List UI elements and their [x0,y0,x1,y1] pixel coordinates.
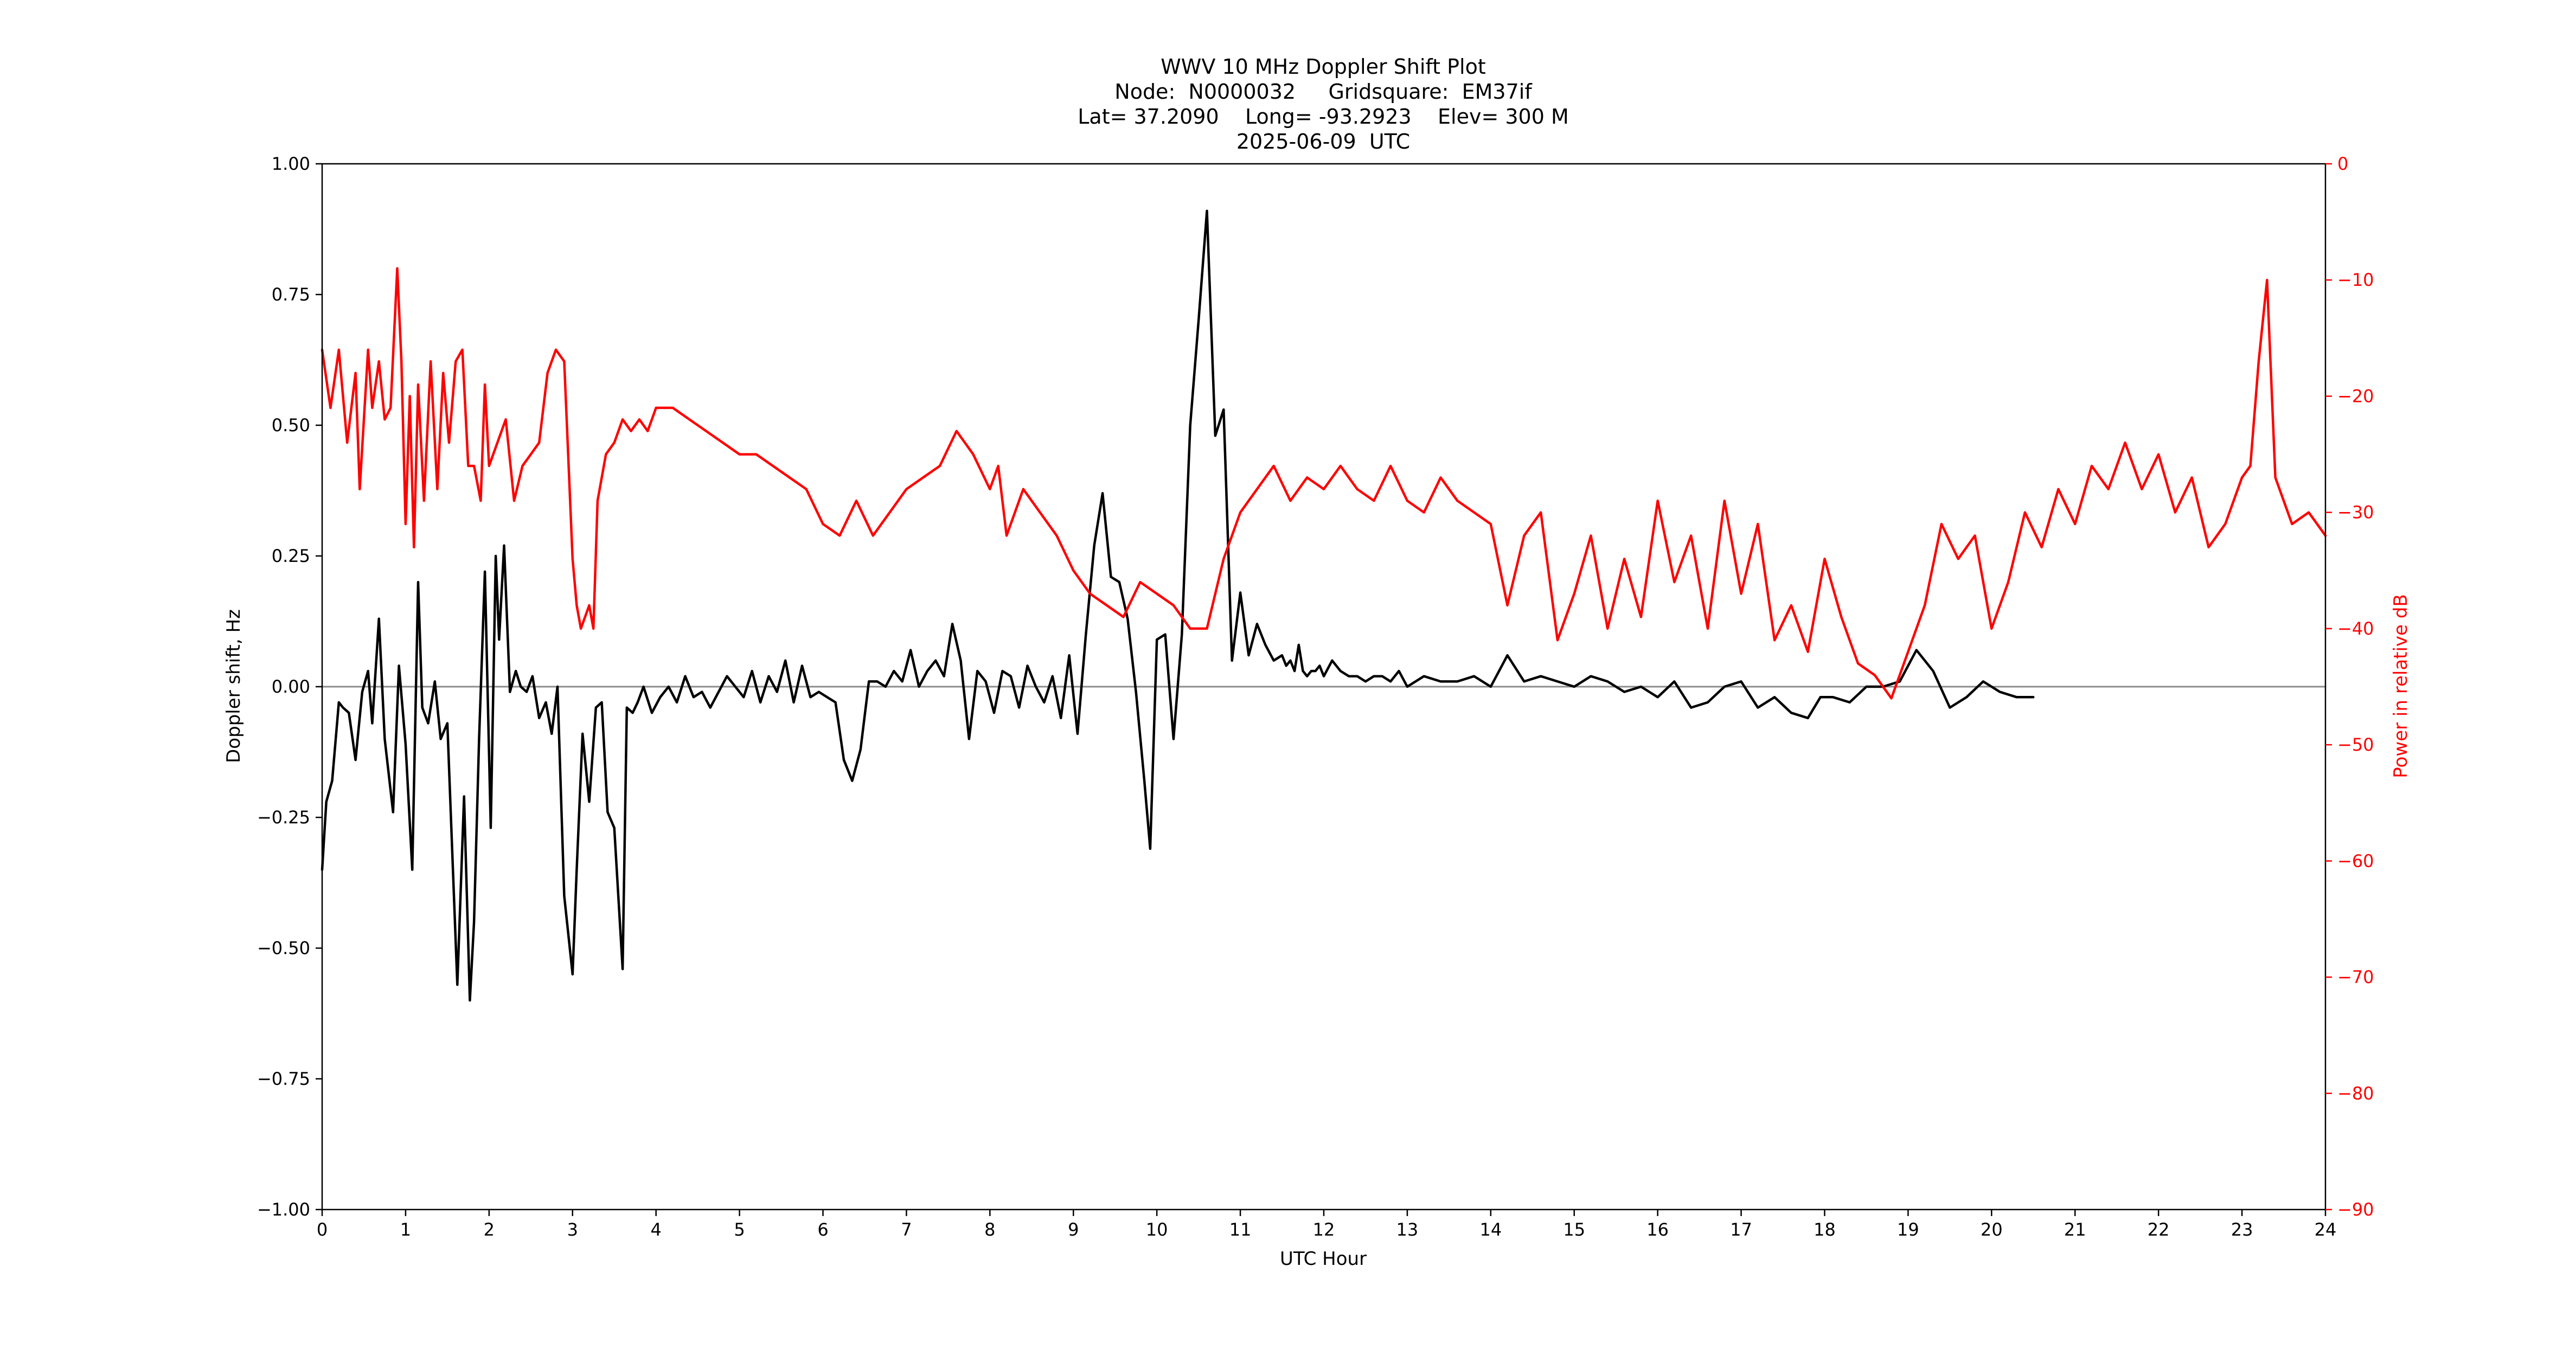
y2-tick-label: −50 [2337,734,2374,755]
y2-tick-label: 0 [2337,153,2348,174]
chart-subtitle-location: Lat= 37.2090 Long= -93.2923 Elev= 300 M [1078,105,1569,129]
y2-tick-label: −80 [2337,1083,2374,1104]
x-tick-label: 23 [2231,1219,2253,1240]
x-tick-label: 10 [1146,1219,1168,1240]
y-axis-left-ticks: −1.00 −0.75 −0.50 −0.25 0.00 0.25 0.50 0.75 1.00 [257,153,322,1220]
y-axis-right-ticks: −90 −80 −70 −60 −50 −40 −30 −20 −10 0 [2325,153,2374,1220]
x-tick-label: 13 [1396,1219,1419,1240]
y2-tick-label: −90 [2337,1199,2374,1220]
x-tick-label: 11 [1229,1219,1252,1240]
doppler-series-line [321,209,2035,1002]
y-tick-label: −0.25 [257,807,310,828]
x-axis-ticks: 0 1 2 3 4 5 6 7 8 9 10 11 12 13 14 15 16 17 18 19 20 21 22 23 24 [317,1210,2337,1240]
x-tick-label: 22 [2148,1219,2170,1240]
y-tick-label: 0.00 [272,676,310,697]
x-tick-label: 18 [1814,1219,1836,1240]
chart-subtitle-date: 2025-06-09 UTC [1236,130,1410,153]
y2-tick-label: −60 [2337,850,2374,871]
x-tick-label: 17 [1730,1219,1752,1240]
x-tick-label: 20 [1981,1219,2003,1240]
x-tick-label: 4 [650,1219,661,1240]
y-axis-left-label: Doppler shift, Hz [223,609,245,763]
x-axis-label: UTC Hour [1280,1248,1367,1270]
x-tick-label: 0 [317,1219,328,1240]
x-tick-label: 19 [1897,1219,1919,1240]
y-tick-label: 1.00 [272,153,310,174]
y2-tick-label: −70 [2337,967,2374,988]
x-tick-label: 12 [1313,1219,1335,1240]
chart-subtitle-node: Node: N0000032 Gridsquare: EM37if [1114,80,1533,104]
y-axis-right-label: Power in relative dB [2390,594,2412,778]
x-tick-label: 21 [2064,1219,2086,1240]
x-tick-label: 6 [817,1219,828,1240]
x-tick-label: 24 [2315,1219,2337,1240]
y2-tick-label: −20 [2337,386,2374,406]
y-tick-label: 0.75 [272,284,310,305]
x-tick-label: 9 [1068,1219,1079,1240]
y-tick-label: −1.00 [257,1199,310,1220]
power-series-line [321,267,2327,700]
x-tick-label: 2 [484,1219,495,1240]
y-tick-label: −0.75 [257,1069,310,1089]
x-tick-label: 7 [901,1219,912,1240]
y-tick-label: −0.50 [257,938,310,958]
y-tick-label: 0.25 [272,546,310,566]
chart-title: WWV 10 MHz Doppler Shift Plot [1161,55,1486,79]
y2-tick-label: −40 [2337,618,2374,639]
x-tick-label: 15 [1563,1219,1585,1240]
y2-tick-label: −10 [2337,270,2374,290]
y2-tick-label: −30 [2337,502,2374,523]
x-tick-label: 3 [567,1219,578,1240]
x-tick-label: 16 [1646,1219,1669,1240]
x-tick-label: 8 [984,1219,995,1240]
x-tick-label: 1 [400,1219,411,1240]
y-tick-label: 0.50 [272,415,310,436]
x-tick-label: 14 [1479,1219,1502,1240]
x-tick-label: 5 [734,1219,745,1240]
